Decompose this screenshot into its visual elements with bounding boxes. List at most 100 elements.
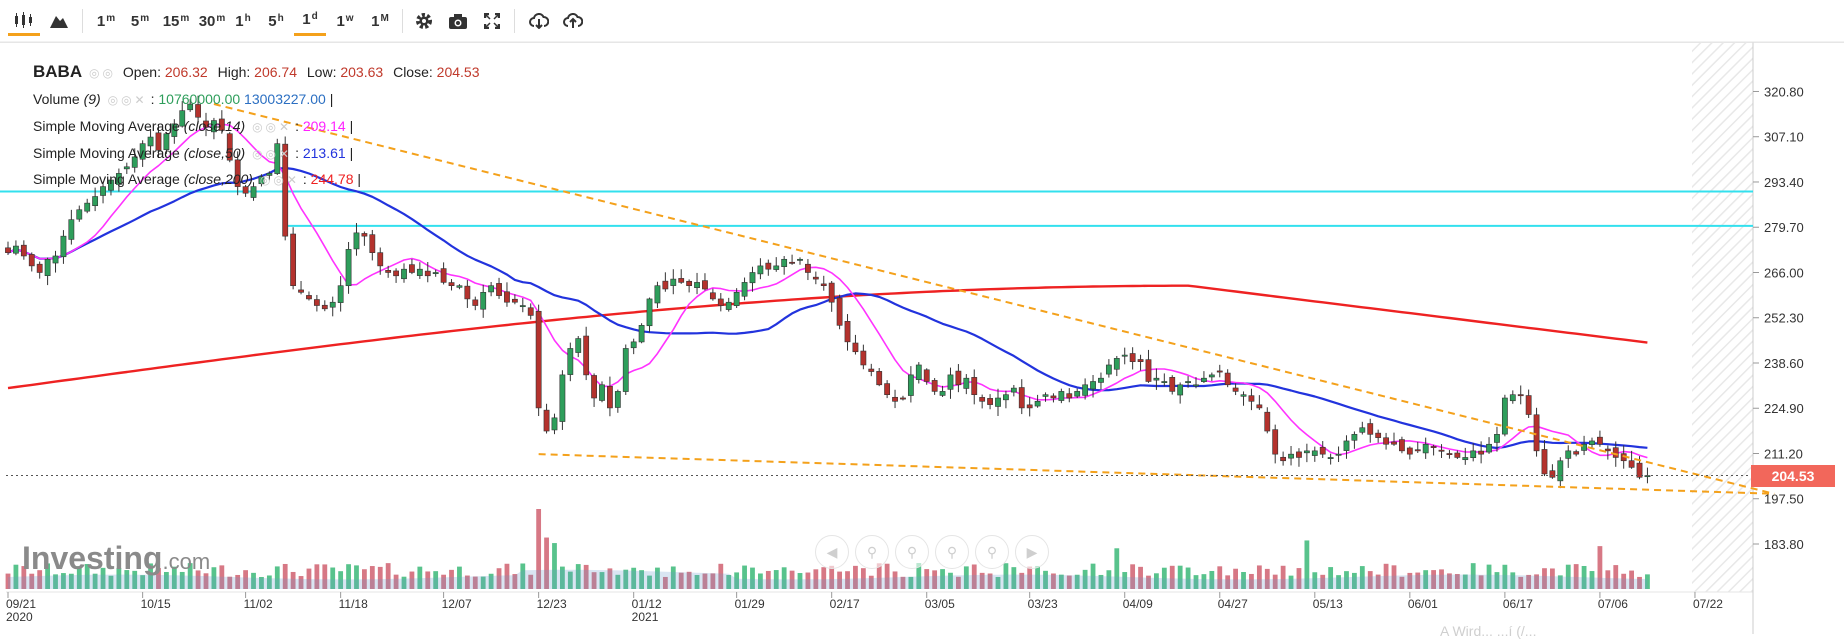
candle-body	[155, 132, 162, 151]
sma14-value: 209.14	[302, 118, 346, 134]
zoom-reset-icon[interactable]: ⚲	[895, 535, 929, 569]
visibility-icons[interactable]: ◎◎	[89, 66, 116, 80]
mountain-chart-icon[interactable]	[44, 6, 74, 36]
candle	[820, 275, 827, 291]
volume-bar	[591, 572, 597, 589]
candle-body	[892, 396, 898, 402]
candle-body	[123, 166, 130, 170]
volume-bar	[1217, 566, 1223, 589]
candle-body	[519, 305, 526, 308]
candle	[401, 263, 407, 283]
timeframe-30m[interactable]: 30 m	[198, 12, 226, 30]
candle	[654, 281, 661, 309]
gear-icon[interactable]	[410, 6, 438, 36]
candle-body	[488, 285, 495, 293]
candle-body	[1327, 457, 1334, 459]
candle	[1145, 349, 1152, 383]
future-area	[1692, 42, 1753, 592]
volume-bar	[464, 575, 470, 589]
visibility-icons[interactable]: ◎◎✕	[252, 120, 293, 134]
timeframe-15m[interactable]: 15 m	[162, 12, 190, 30]
volume-bar	[346, 564, 351, 589]
candle	[1034, 394, 1041, 408]
candle-body	[543, 409, 550, 432]
candle	[1058, 388, 1065, 404]
candle	[313, 294, 320, 312]
candle	[115, 168, 122, 192]
candle	[393, 268, 399, 283]
candle	[1248, 388, 1255, 411]
volume-bar	[1209, 570, 1215, 589]
candle-body	[266, 173, 273, 176]
download-icon[interactable]	[525, 6, 553, 36]
candlestick-icon[interactable]	[8, 6, 40, 36]
candle-body	[115, 173, 122, 185]
candle	[1137, 354, 1144, 371]
candle-body	[1351, 434, 1358, 441]
candle-body	[218, 118, 225, 131]
volume-bar	[1122, 572, 1128, 589]
fullscreen-icon[interactable]	[478, 6, 506, 36]
zoom-fit-icon[interactable]: ⚲	[975, 535, 1009, 569]
zoom-in-icon[interactable]: ⚲	[935, 535, 969, 569]
zoom-out-icon[interactable]: ⚲	[855, 535, 889, 569]
volume-bar	[639, 570, 644, 589]
volume-bar	[5, 573, 11, 589]
symbol-label: BABA	[33, 62, 83, 81]
sma14-label: Simple Moving Average	[33, 118, 180, 134]
chart-navigation-controls: ◀ ⚲ ⚲ ⚲ ⚲ ▶	[815, 535, 1049, 569]
candle	[630, 338, 637, 355]
open-label: Open:	[122, 64, 161, 80]
candle-body	[203, 120, 209, 128]
candle-body	[686, 280, 693, 286]
candle	[1201, 371, 1207, 384]
candle-body	[1264, 411, 1271, 432]
volume-bar	[813, 569, 819, 589]
candle	[709, 288, 716, 301]
candle-body	[868, 368, 875, 372]
visibility-icons[interactable]: ◎◎✕	[259, 173, 300, 187]
candle	[1208, 372, 1215, 381]
candle	[979, 394, 986, 409]
candle-body	[1454, 452, 1461, 458]
upload-icon[interactable]	[559, 6, 587, 36]
volume-bar	[1169, 565, 1175, 589]
volume-bar	[599, 572, 605, 589]
visibility-icons[interactable]: ◎◎✕	[252, 147, 293, 161]
candle-body	[1359, 427, 1366, 433]
candle	[923, 368, 930, 385]
scroll-left-icon[interactable]: ◀	[815, 535, 849, 569]
candle	[1296, 448, 1302, 467]
volume-bar	[726, 574, 732, 589]
candle	[725, 297, 732, 312]
candle-body	[836, 297, 843, 326]
sma200-path	[7, 284, 1648, 390]
candle	[971, 369, 978, 405]
x-tick-label: 11/02	[244, 597, 273, 611]
candle	[812, 271, 819, 285]
candle-body	[622, 348, 629, 392]
scroll-right-icon[interactable]: ▶	[1015, 535, 1049, 569]
candle	[1319, 441, 1326, 458]
candle	[678, 269, 685, 284]
volume-bar	[1098, 574, 1104, 589]
visibility-icons[interactable]: ◎◎✕	[107, 93, 148, 107]
x-tick-label: 07/22	[1693, 597, 1723, 611]
camera-icon[interactable]	[444, 6, 472, 36]
volume-bar	[1557, 575, 1563, 589]
trend-lines[interactable]	[213, 103, 1775, 495]
candle-body	[68, 219, 75, 240]
volume-bar	[472, 576, 478, 589]
volume-bar	[1193, 575, 1199, 589]
candle-body	[1399, 439, 1405, 452]
x-tick-label: 12/23	[537, 597, 567, 611]
volume-bar	[1019, 572, 1025, 589]
